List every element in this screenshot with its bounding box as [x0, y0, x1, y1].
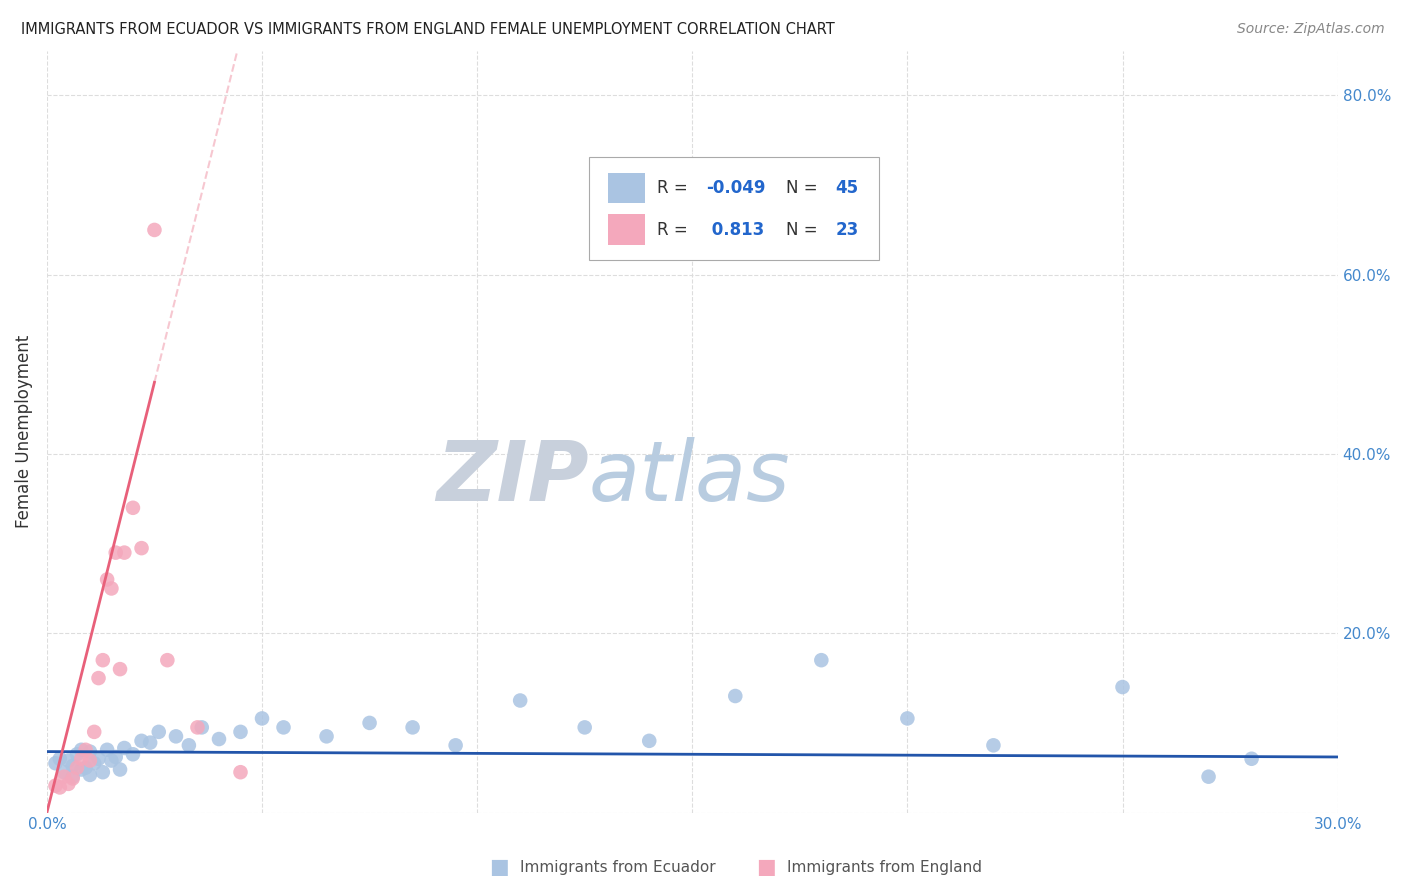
Point	[91, 653, 114, 667]
Point	[1198, 770, 1220, 784]
Point	[53, 770, 76, 784]
Point	[131, 734, 153, 748]
Text: ZIP: ZIP	[436, 437, 589, 518]
Point	[79, 745, 101, 759]
Y-axis label: Female Unemployment: Female Unemployment	[15, 335, 32, 528]
Point	[208, 732, 231, 747]
Text: R =: R =	[658, 220, 693, 239]
Point	[401, 720, 423, 734]
Point	[70, 743, 93, 757]
Point	[75, 761, 97, 775]
Point	[444, 739, 467, 753]
Point	[96, 743, 118, 757]
Text: N =: N =	[786, 220, 824, 239]
Point	[108, 763, 131, 777]
Point	[70, 752, 93, 766]
FancyBboxPatch shape	[589, 157, 879, 260]
FancyBboxPatch shape	[609, 214, 644, 245]
FancyBboxPatch shape	[609, 172, 644, 203]
Point	[79, 754, 101, 768]
Text: 23: 23	[835, 220, 859, 239]
Point	[131, 541, 153, 555]
Point	[66, 747, 89, 762]
Point	[62, 770, 84, 784]
Point	[66, 761, 89, 775]
Point	[70, 763, 93, 777]
Text: 0.813: 0.813	[706, 220, 765, 239]
Point	[165, 730, 187, 744]
Point	[96, 573, 118, 587]
Point	[75, 743, 97, 757]
Point	[143, 223, 166, 237]
Point	[122, 747, 145, 762]
Point	[83, 756, 105, 771]
Text: Immigrants from Ecuador: Immigrants from Ecuador	[520, 860, 716, 874]
Point	[79, 768, 101, 782]
Point	[148, 724, 170, 739]
Text: IMMIGRANTS FROM ECUADOR VS IMMIGRANTS FROM ENGLAND FEMALE UNEMPLOYMENT CORRELATI: IMMIGRANTS FROM ECUADOR VS IMMIGRANTS FR…	[21, 22, 835, 37]
Point	[49, 752, 72, 766]
Text: Immigrants from England: Immigrants from England	[787, 860, 983, 874]
Point	[58, 754, 80, 768]
Point	[44, 756, 66, 771]
Point	[104, 546, 127, 560]
Point	[1240, 752, 1263, 766]
Point	[83, 724, 105, 739]
Point	[100, 754, 122, 768]
Text: 45: 45	[835, 178, 859, 197]
Point	[191, 720, 214, 734]
Point	[359, 715, 381, 730]
Point	[177, 739, 200, 753]
Point	[112, 546, 135, 560]
Point	[44, 779, 66, 793]
Text: Source: ZipAtlas.com: Source: ZipAtlas.com	[1237, 22, 1385, 37]
Point	[104, 750, 127, 764]
Text: -0.049: -0.049	[706, 178, 766, 197]
Point	[62, 759, 84, 773]
Point	[91, 765, 114, 780]
Point	[112, 741, 135, 756]
Text: N =: N =	[786, 178, 824, 197]
Point	[983, 739, 1005, 753]
Point	[139, 736, 162, 750]
Point	[186, 720, 208, 734]
Text: ■: ■	[756, 857, 776, 877]
Point	[724, 689, 747, 703]
Point	[87, 752, 110, 766]
Point	[810, 653, 832, 667]
Text: atlas: atlas	[589, 437, 790, 518]
Point	[509, 693, 531, 707]
Point	[638, 734, 661, 748]
Point	[87, 671, 110, 685]
Point	[49, 780, 72, 795]
Point	[574, 720, 596, 734]
Text: R =: R =	[658, 178, 693, 197]
Point	[156, 653, 179, 667]
Point	[53, 765, 76, 780]
Point	[273, 720, 295, 734]
Point	[62, 772, 84, 786]
Point	[100, 582, 122, 596]
Point	[122, 500, 145, 515]
Point	[229, 765, 252, 780]
Point	[58, 777, 80, 791]
Point	[229, 724, 252, 739]
Point	[250, 711, 273, 725]
Point	[896, 711, 918, 725]
Point	[108, 662, 131, 676]
Point	[1111, 680, 1133, 694]
Text: ■: ■	[489, 857, 509, 877]
Point	[315, 730, 337, 744]
